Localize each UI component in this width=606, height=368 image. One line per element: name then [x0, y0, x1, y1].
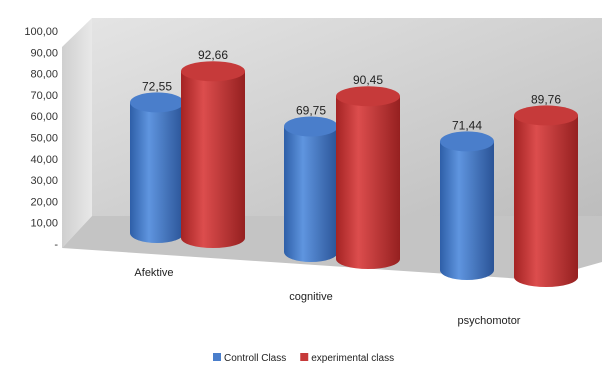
y-tick-label: 60,00: [30, 111, 58, 123]
bar-body: [130, 102, 184, 243]
bar-top: [440, 131, 494, 152]
y-tick-label: 10,00: [30, 218, 58, 230]
data-label: 69,75: [296, 103, 326, 117]
bar-top: [284, 116, 338, 137]
bars: 72,55 92,66 69,75 90,45 71,44 89,76: [130, 48, 578, 287]
bar-1-2: 89,76: [514, 92, 578, 287]
category-label: psychomotor: [458, 315, 521, 327]
legend: Controll Class experimental class: [213, 353, 394, 364]
bar-body: [514, 115, 578, 287]
legend-label: Controll Class: [224, 353, 286, 364]
legend-label: experimental class: [311, 353, 394, 364]
bar-0-0: 72,55: [130, 79, 184, 243]
bar-top: [514, 105, 578, 126]
category-label: Afektive: [134, 267, 173, 279]
bar-body: [284, 126, 338, 262]
bar-body: [181, 71, 245, 248]
y-tick-label: -: [54, 239, 58, 251]
data-label: 72,55: [142, 79, 172, 93]
data-label: 90,45: [353, 73, 383, 87]
bar-top: [336, 86, 400, 107]
category-label: cognitive: [289, 291, 332, 303]
bar-body: [336, 96, 400, 269]
category-labels: Afektive cognitive psychomotor: [134, 267, 520, 327]
bar-body: [440, 141, 494, 280]
data-label: 92,66: [198, 48, 228, 62]
y-tick-label: 90,00: [30, 47, 58, 59]
y-tick-label: 40,00: [30, 154, 58, 166]
data-label: 71,44: [452, 118, 482, 132]
y-tick-label: 100,00: [24, 26, 58, 38]
bar-1-1: 90,45: [336, 73, 400, 269]
legend-swatch: [300, 353, 309, 361]
bar-top: [130, 92, 184, 113]
bar-0-1: 69,75: [284, 103, 338, 262]
side-wall: [62, 18, 92, 248]
bar-0-2: 71,44: [440, 118, 494, 280]
y-tick-label: 20,00: [30, 196, 58, 208]
legend-swatch: [213, 353, 221, 361]
y-axis-ticks: - 10,00 20,00 30,00 40,00 50,00 60,00 70,00 80,0…: [24, 26, 58, 251]
bar-1-0: 92,66: [181, 48, 245, 248]
y-tick-label: 50,00: [30, 133, 58, 145]
y-tick-label: 70,00: [30, 90, 58, 102]
y-tick-label: 80,00: [30, 69, 58, 81]
bar-top: [181, 61, 245, 82]
data-label: 89,76: [531, 92, 561, 106]
y-tick-label: 30,00: [30, 175, 58, 187]
